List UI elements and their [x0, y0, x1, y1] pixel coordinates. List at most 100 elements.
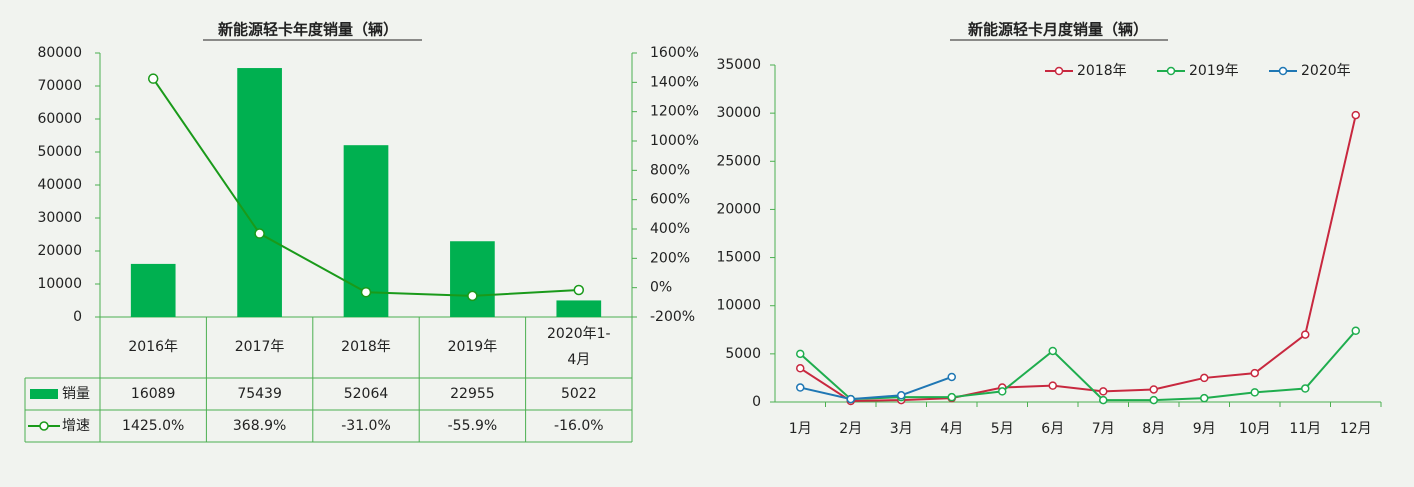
point [467, 290, 478, 302]
point [1250, 368, 1259, 378]
point [1149, 395, 1158, 405]
x-tick-label: 4月 [940, 421, 963, 437]
point [1301, 384, 1310, 393]
y2-tick-label: 1200% [650, 104, 699, 120]
table-value: 22955 [450, 386, 495, 402]
point [147, 73, 159, 84]
point [947, 392, 956, 402]
point [846, 394, 855, 404]
point [1099, 395, 1108, 405]
y-tick-label: 10000 [37, 276, 82, 292]
y-tick-label: 40000 [37, 177, 82, 193]
y-tick-label: 20000 [37, 243, 82, 259]
y-tick-label: 0 [73, 309, 82, 325]
y-tick-label: 50000 [37, 144, 82, 160]
x-tick-label: 2018年 [341, 339, 391, 355]
y2-tick-label: 600% [650, 192, 690, 208]
chart-title: 新能源轻卡年度销量（辆） [218, 21, 398, 39]
x-tick-label: 6月 [1041, 421, 1064, 437]
bar [237, 68, 282, 317]
bar [556, 300, 602, 317]
legend-swatch [30, 389, 58, 399]
table-value: -16.0% [554, 418, 604, 434]
legend-label: 销量 [62, 386, 90, 402]
legend-label: 2020年 [1301, 63, 1351, 79]
y2-tick-label: -200% [650, 309, 695, 325]
line [799, 114, 1357, 403]
y2-tick-label: 1400% [650, 74, 699, 90]
table-value: -55.9% [448, 418, 498, 434]
y-tick-label: 35000 [716, 57, 761, 73]
point [796, 364, 805, 373]
x-tick-label: 2016年 [128, 339, 178, 355]
table-value: 52064 [344, 386, 389, 402]
point [796, 383, 805, 392]
y2-tick-label: 200% [650, 250, 690, 266]
line [800, 376, 953, 401]
y2-tick-label: 800% [650, 162, 690, 178]
bar [130, 263, 176, 317]
point [897, 391, 906, 400]
point [1200, 373, 1209, 383]
point [1048, 346, 1057, 356]
y-tick-label: 10000 [716, 298, 761, 314]
legend-label: 2019年 [1189, 63, 1239, 79]
point [573, 284, 585, 296]
point [1351, 110, 1360, 120]
x-tick-label: 2019年 [448, 339, 498, 355]
table-value: 16089 [131, 386, 176, 402]
line [799, 330, 1357, 402]
bar [450, 241, 495, 317]
y-tick-label: 70000 [37, 78, 82, 94]
legend-marker [1054, 66, 1064, 76]
point [360, 286, 372, 298]
y-tick-label: 30000 [37, 210, 82, 226]
x-tick-label: 8月 [1142, 421, 1165, 437]
point [1250, 388, 1259, 397]
x-tick-label: 5月 [991, 421, 1014, 437]
y2-tick-label: 400% [650, 221, 690, 237]
y-tick-label: 5000 [725, 346, 761, 362]
table-value: 5022 [561, 386, 597, 402]
y2-tick-label: 1600% [650, 45, 699, 61]
y-tick-label: 0 [752, 394, 761, 410]
point [947, 372, 956, 382]
y2-tick-label: 0% [650, 280, 672, 296]
legend-label: 增速 [62, 418, 90, 434]
table-value: 1425.0% [122, 418, 184, 434]
table-value: 75439 [237, 386, 282, 402]
point [998, 387, 1007, 396]
legend-marker [1278, 66, 1288, 76]
x-tick-label: 3月 [890, 421, 913, 437]
point [1301, 330, 1310, 339]
y-tick-label: 80000 [37, 45, 82, 61]
point [1351, 326, 1360, 335]
point [1149, 385, 1158, 394]
x-tick-label: 12月 [1340, 421, 1372, 437]
x-tick-label: 2月 [839, 421, 862, 437]
legend-marker [39, 421, 49, 431]
y-tick-label: 30000 [716, 105, 761, 121]
legend-label: 2018年 [1077, 63, 1127, 79]
chart-title: 新能源轻卡月度销量（辆） [968, 21, 1148, 39]
table-value: 368.9% [233, 418, 286, 434]
legend-marker [1166, 66, 1176, 76]
x-tick-label: 1月 [789, 421, 812, 437]
point [796, 349, 805, 359]
table-value: -31.0% [341, 418, 391, 434]
x-tick-label: 11月 [1289, 421, 1321, 437]
y-tick-label: 15000 [716, 250, 761, 266]
point [1048, 381, 1057, 390]
point [254, 228, 265, 239]
y2-tick-label: 1000% [650, 133, 699, 149]
x-tick-label: 9月 [1193, 421, 1216, 437]
x-tick-label: 2017年 [235, 339, 285, 355]
x-tick-label: 7月 [1092, 421, 1115, 437]
y-tick-label: 20000 [716, 201, 761, 217]
y-tick-label: 25000 [716, 153, 761, 169]
y-tick-label: 60000 [37, 111, 82, 127]
point [1200, 393, 1209, 403]
point [1099, 387, 1108, 396]
x-tick-label: 2020年1-4月 [547, 326, 611, 368]
x-tick-label: 10月 [1239, 421, 1271, 437]
